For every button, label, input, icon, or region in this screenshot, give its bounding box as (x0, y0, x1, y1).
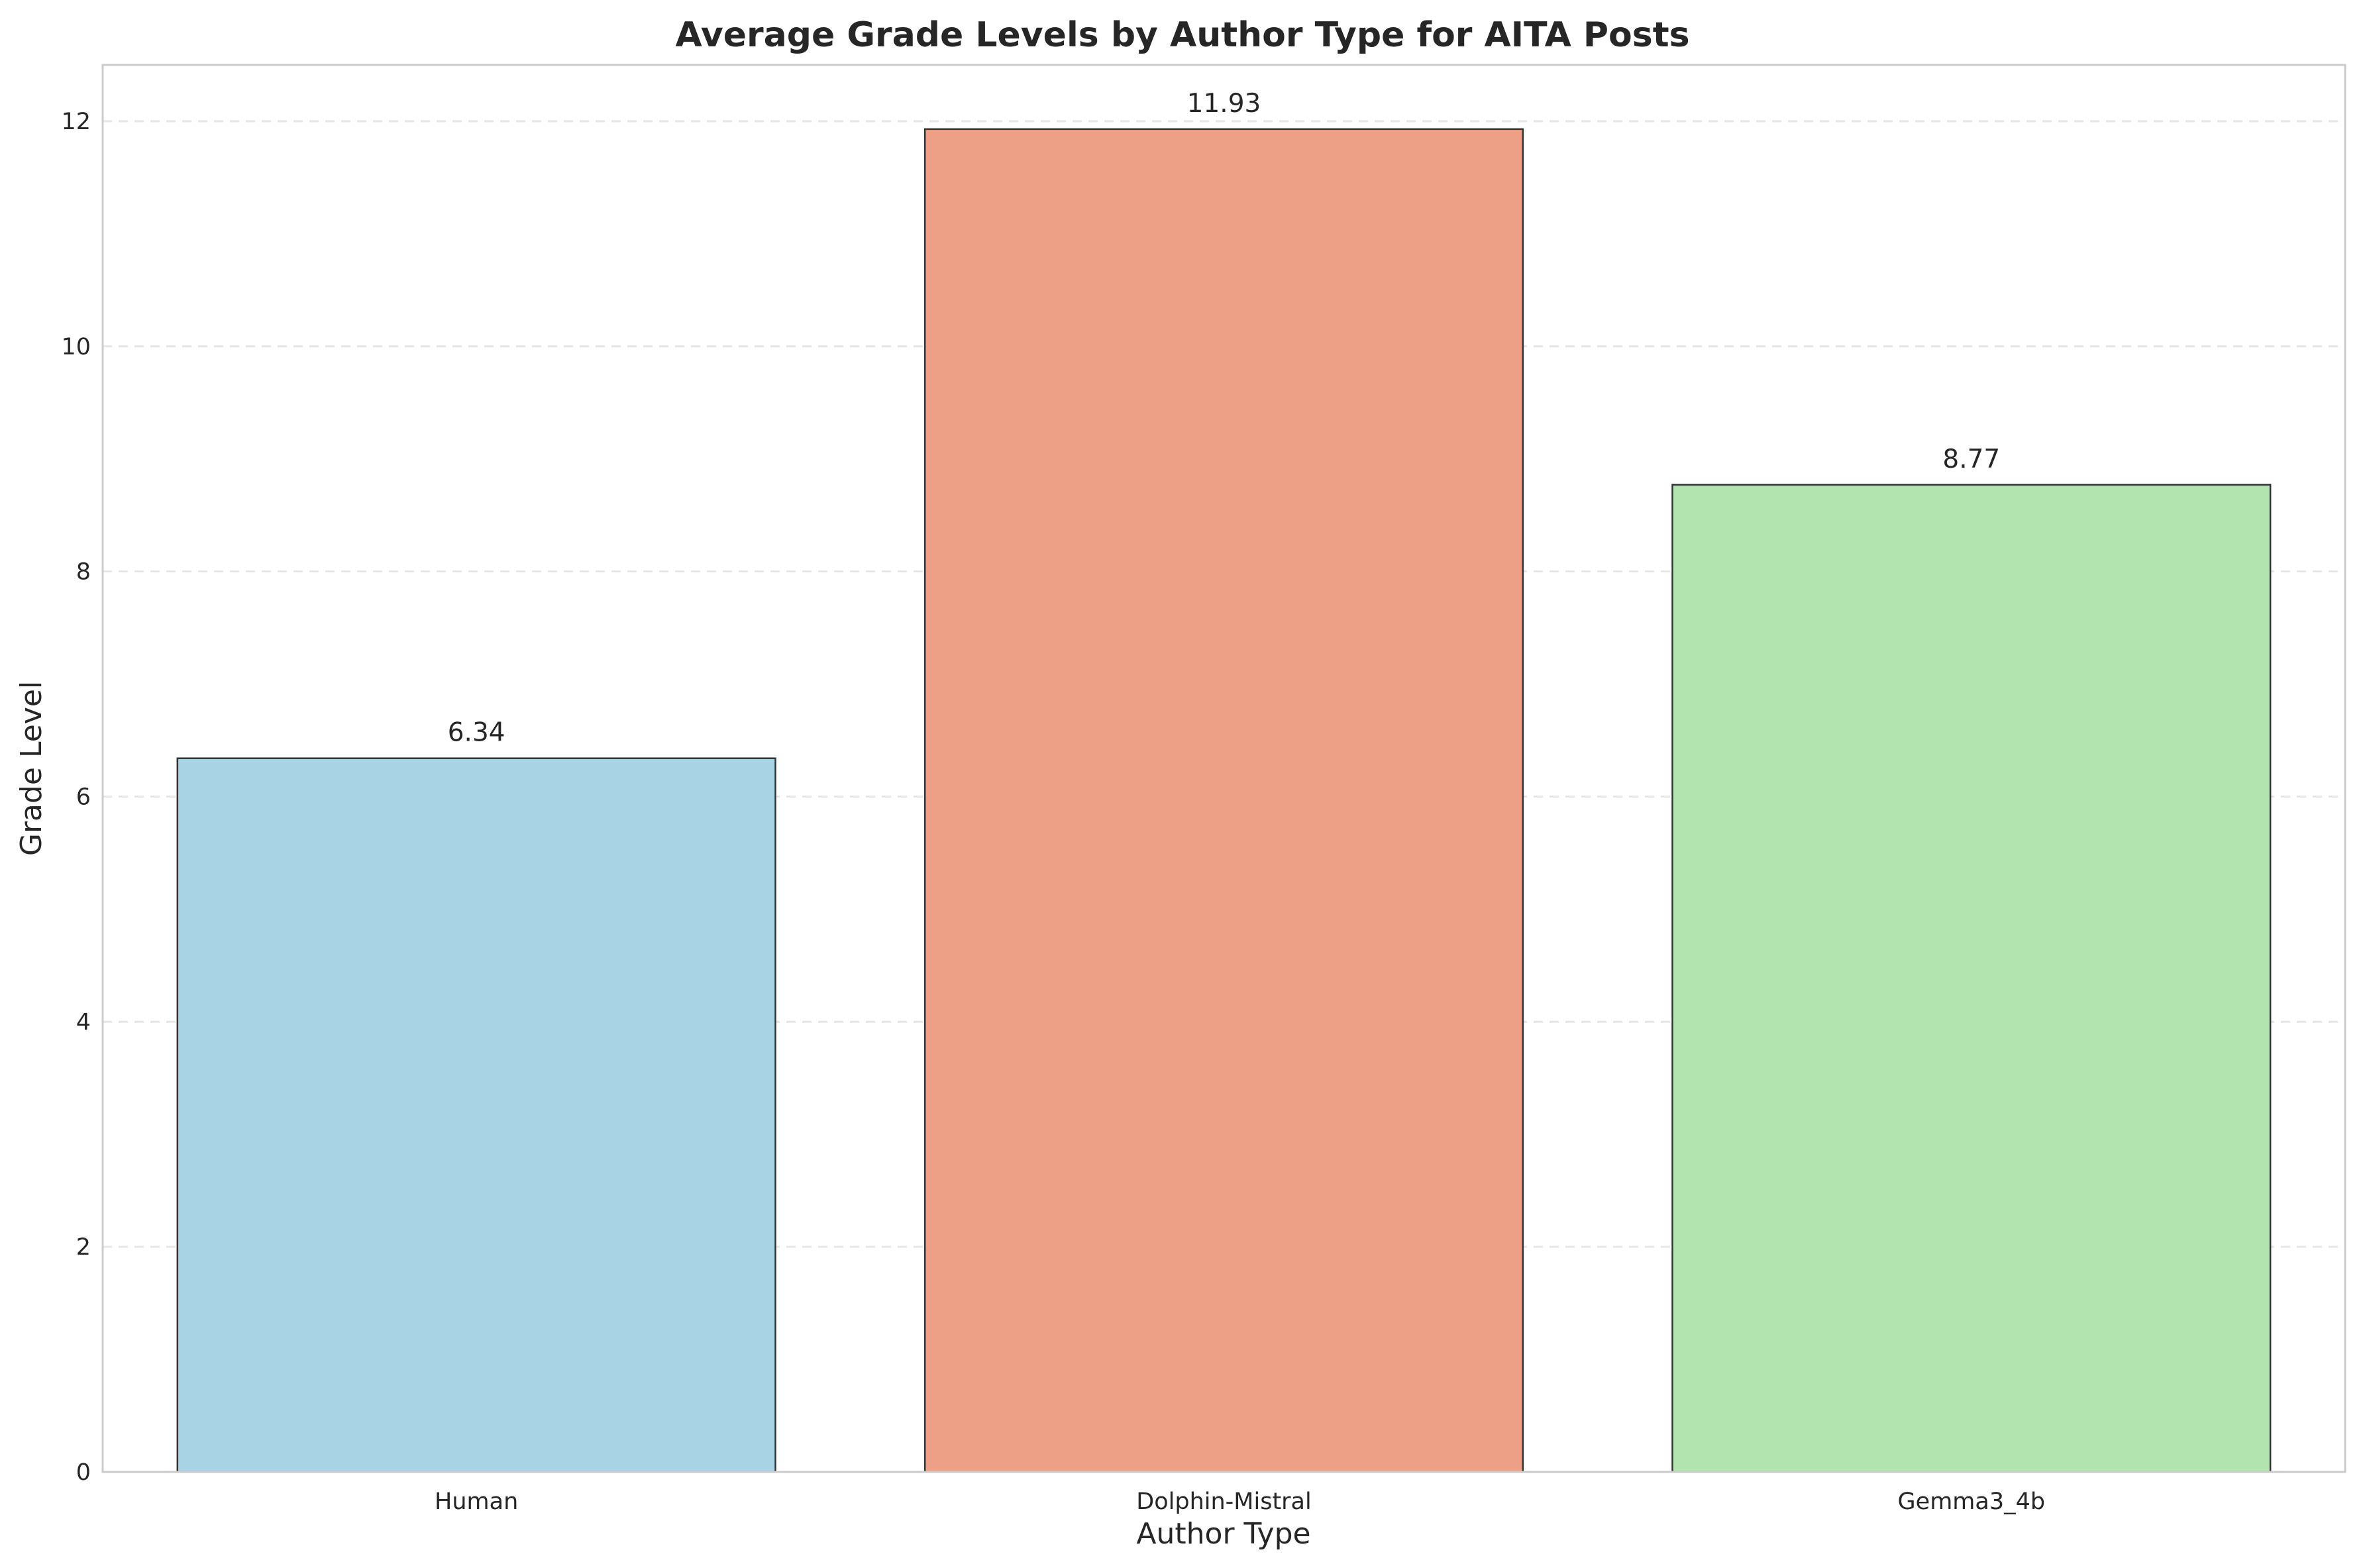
y-axis-label: Grade Level (15, 681, 48, 856)
plot-frame (101, 64, 2346, 1473)
y-tick-label: 4 (76, 1009, 91, 1035)
data-label-dolphin-mistral: 11.93 (1187, 89, 1261, 119)
bars (176, 128, 2272, 1473)
y-tick-label: 0 (76, 1459, 91, 1486)
x-axis-ticks: Human Dolphin-Mistral Gemma3_4b (435, 1489, 2045, 1515)
x-axis-label: Author Type (1136, 1517, 1310, 1551)
x-tick-label-dolphin-mistral: Dolphin-Mistral (1136, 1489, 1311, 1515)
data-labels: 6.34 11.93 8.77 (448, 89, 2001, 748)
chart-title: Average Grade Levels by Author Type for … (675, 15, 1689, 55)
x-tick-label-human: Human (435, 1489, 518, 1515)
x-tick-label-gemma3-4b: Gemma3_4b (1898, 1489, 2046, 1515)
y-tick-label: 2 (76, 1234, 91, 1261)
y-tick-label: 8 (76, 559, 91, 586)
data-label-human: 6.34 (448, 718, 505, 748)
y-axis-ticks: 0 2 4 6 8 10 12 (61, 109, 91, 1486)
y-tick-label: 6 (76, 784, 91, 810)
y-tick-label: 10 (61, 334, 91, 360)
data-label-gemma3-4b: 8.77 (1942, 444, 2000, 474)
bar-human (176, 757, 776, 1473)
y-tick-label: 12 (61, 109, 91, 135)
bar-gemma3-4b (1671, 484, 2272, 1473)
bar-dolphin-mistral (923, 128, 1524, 1473)
